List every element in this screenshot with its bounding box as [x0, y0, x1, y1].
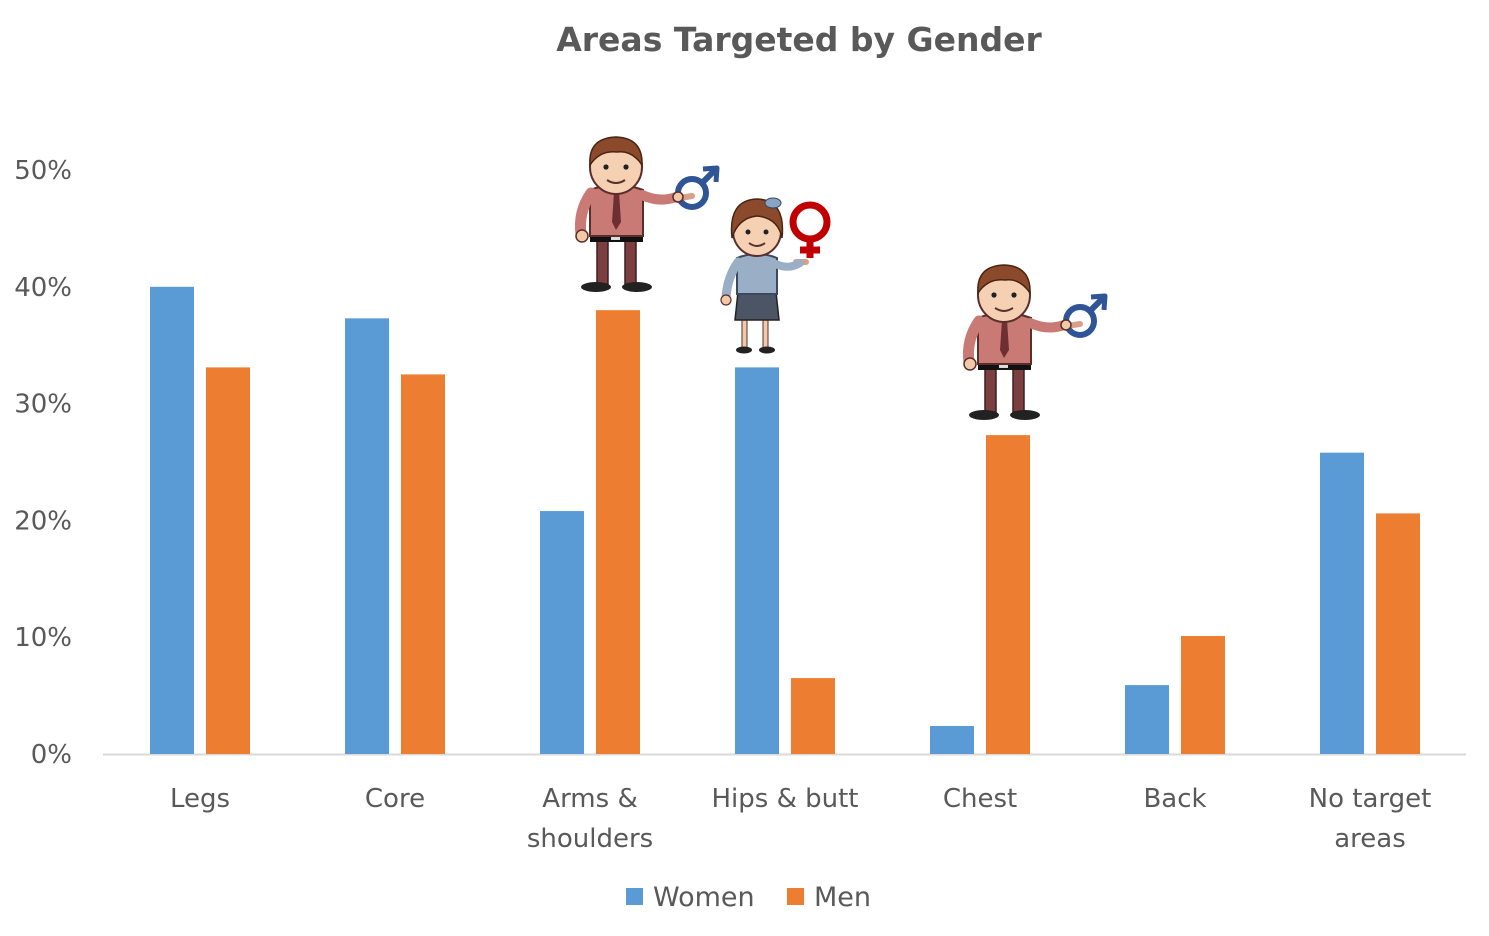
bar-women-1 — [345, 318, 389, 754]
man-holding-male-symbol-icon — [963, 264, 1108, 420]
bar-men-3 — [791, 678, 835, 754]
y-tick-label: 20% — [14, 506, 72, 536]
category-label: Core — [365, 784, 425, 814]
category-label: areas — [1334, 824, 1406, 854]
bars — [150, 286, 1420, 754]
category-label: Legs — [170, 784, 230, 814]
category-label: Hips & butt — [712, 784, 859, 814]
legend-label-men: Men — [814, 882, 871, 913]
y-tick-label: 50% — [14, 156, 72, 186]
category-label: Chest — [943, 784, 1017, 814]
legend-swatch-men — [787, 888, 804, 905]
woman-holding-female-symbol-icon — [720, 197, 831, 354]
man-holding-male-symbol-icon — [575, 136, 720, 292]
bar-women-6 — [1320, 452, 1364, 754]
bar-men-2 — [596, 310, 640, 754]
bar-women-3 — [735, 367, 779, 754]
legend: Women Men — [626, 882, 871, 913]
category-label: No target — [1309, 784, 1432, 814]
bar-women-0 — [150, 286, 194, 754]
bar-women-2 — [540, 511, 584, 754]
bar-women-4 — [930, 725, 974, 754]
bar-men-6 — [1376, 513, 1420, 754]
bar-men-5 — [1181, 636, 1225, 754]
category-label: Arms & — [542, 784, 637, 814]
chart-title: Areas Targeted by Gender — [556, 20, 1042, 59]
category-label: shoulders — [527, 824, 653, 854]
illustrations — [575, 136, 1108, 420]
bar-women-5 — [1125, 685, 1169, 754]
bar-men-1 — [401, 374, 445, 754]
category-label: Back — [1143, 784, 1206, 814]
y-tick-label: 0% — [31, 740, 72, 770]
category-labels: Legs Core Arms & shoulders Hips & butt Chest B… — [170, 784, 1431, 854]
y-axis-ticks: 0% 10% 20% 30% 40% 50% — [14, 156, 72, 770]
y-tick-label: 40% — [14, 273, 72, 303]
bar-men-4 — [986, 435, 1030, 754]
legend-swatch-women — [626, 888, 643, 905]
legend-label-women: Women — [653, 882, 755, 913]
y-tick-label: 30% — [14, 390, 72, 420]
bar-men-0 — [206, 367, 250, 754]
y-tick-label: 10% — [14, 623, 72, 653]
